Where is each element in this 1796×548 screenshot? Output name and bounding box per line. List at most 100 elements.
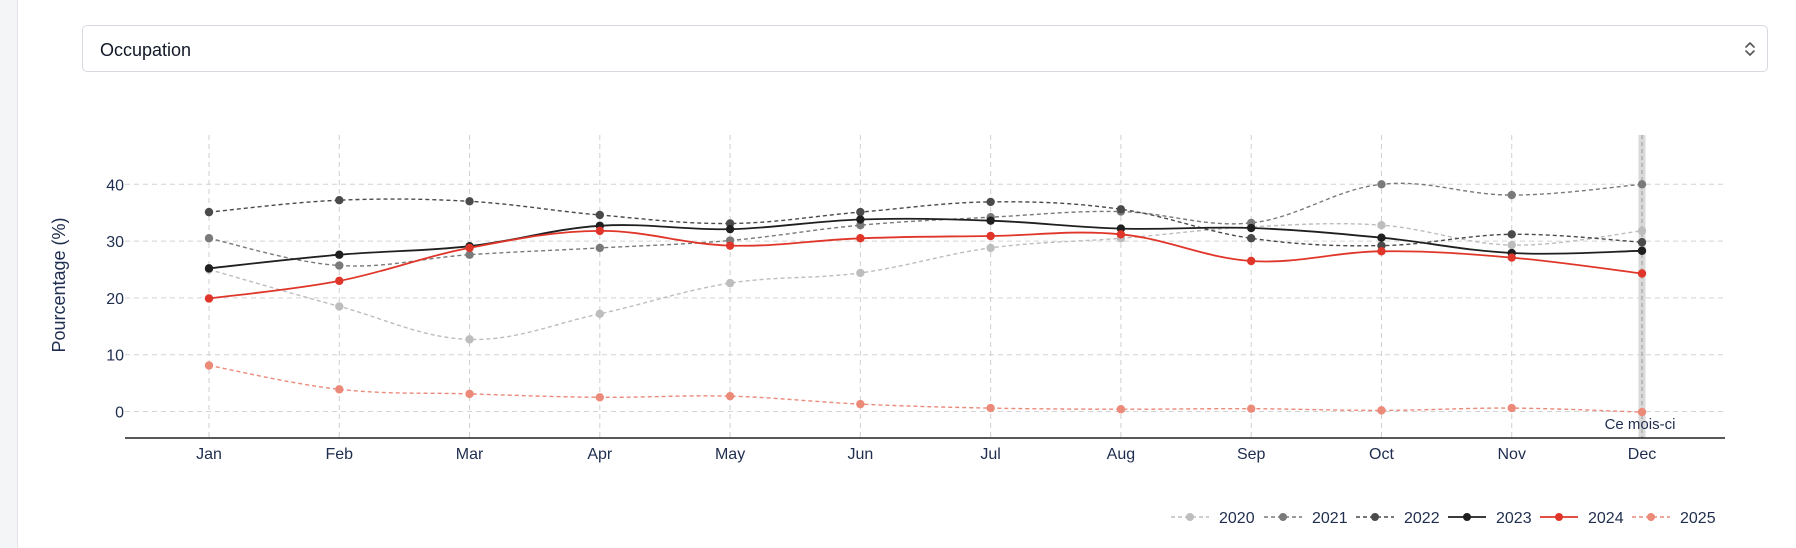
data-point[interactable] [1246, 234, 1256, 243]
data-point[interactable] [986, 231, 995, 241]
series-line-2024 [208, 229, 1643, 300]
data-point[interactable] [335, 261, 344, 270]
data-point[interactable] [1637, 246, 1647, 255]
data-point[interactable] [1116, 230, 1126, 239]
data-point[interactable] [1377, 180, 1386, 189]
data-point[interactable] [465, 335, 474, 344]
legend-label: 2022 [1404, 510, 1440, 527]
data-point[interactable] [1377, 247, 1386, 256]
data-point[interactable] [204, 361, 214, 370]
legend-label: 2025 [1680, 510, 1716, 527]
legend-item-2021[interactable]: 2021 [1264, 510, 1348, 527]
x-tick-label: Apr [587, 446, 613, 463]
data-point[interactable] [204, 234, 214, 243]
data-point[interactable] [335, 196, 344, 205]
data-point[interactable] [1637, 407, 1647, 417]
data-point[interactable] [595, 309, 605, 319]
data-point[interactable] [856, 268, 865, 278]
data-point[interactable] [595, 210, 605, 220]
data-point[interactable] [204, 207, 214, 217]
legend-swatch-dot [1186, 513, 1194, 521]
data-point[interactable] [725, 224, 735, 234]
x-tick-label: Feb [325, 446, 353, 463]
legend-item-2020[interactable]: 2020 [1171, 510, 1255, 527]
x-tick-label: Jul [980, 446, 1000, 463]
data-point[interactable] [1507, 190, 1516, 200]
data-point[interactable] [1246, 256, 1256, 266]
data-point[interactable] [1377, 233, 1386, 242]
metric-select-value: Occupation [100, 40, 192, 60]
data-point[interactable] [856, 215, 865, 224]
x-tick-label: Nov [1498, 446, 1526, 463]
data-point[interactable] [1116, 205, 1126, 214]
data-point[interactable] [595, 226, 605, 236]
data-point[interactable] [856, 207, 865, 217]
data-point[interactable] [1507, 240, 1516, 250]
data-point[interactable] [1637, 180, 1647, 189]
legend-swatch-dot [1371, 513, 1379, 521]
axes: 0 10 20 30 40 Jan Feb Mar Apr May Jun Jul Aug Sep Oct N… [106, 177, 1725, 463]
data-point[interactable] [1507, 253, 1516, 262]
data-point[interactable] [595, 393, 605, 402]
series-2022 [204, 196, 1647, 250]
data-point[interactable] [465, 197, 474, 206]
legend-swatch-dot [1279, 513, 1287, 521]
data-point[interactable] [465, 389, 474, 399]
data-point[interactable] [1246, 404, 1256, 413]
data-point[interactable] [465, 250, 474, 259]
data-point[interactable] [1637, 226, 1647, 236]
x-tick-label: Aug [1107, 446, 1135, 463]
data-point[interactable] [595, 243, 605, 253]
series-line-2023 [208, 217, 1643, 270]
chevron-updown-icon [1745, 42, 1755, 56]
data-point[interactable] [986, 216, 995, 225]
legend-item-2024[interactable]: 2024 [1540, 510, 1624, 527]
data-point[interactable] [335, 276, 344, 286]
series-2025 [204, 361, 1647, 417]
data-point[interactable] [856, 234, 865, 243]
legend-swatch-dot [1647, 513, 1655, 521]
data-point[interactable] [204, 264, 214, 273]
data-point[interactable] [1637, 238, 1647, 247]
data-point[interactable] [986, 403, 995, 413]
data-point[interactable] [335, 385, 344, 394]
x-tick-label: Jun [847, 446, 873, 463]
y-tick-label: 0 [115, 405, 124, 422]
data-point[interactable] [465, 243, 474, 253]
legend-label: 2021 [1312, 510, 1348, 527]
metric-select[interactable]: Occupation [82, 25, 1768, 72]
legend-item-2025[interactable]: 2025 [1632, 510, 1716, 527]
x-tick-label: Oct [1369, 446, 1394, 463]
series-line-2022 [208, 198, 1643, 247]
data-point[interactable] [1507, 230, 1516, 239]
x-tick-label: Mar [456, 446, 484, 463]
data-point[interactable] [1507, 403, 1516, 413]
data-point[interactable] [1246, 223, 1256, 233]
data-point[interactable] [725, 278, 735, 288]
data-point[interactable] [1637, 269, 1647, 278]
legend-item-2023[interactable]: 2023 [1448, 510, 1532, 527]
data-point[interactable] [1116, 405, 1126, 414]
legend-swatch-dot [1463, 513, 1471, 521]
series-2024 [204, 226, 1647, 303]
legend-label: 2024 [1588, 510, 1624, 527]
data-point[interactable] [986, 197, 995, 207]
data-point[interactable] [725, 241, 735, 250]
data-point[interactable] [986, 243, 995, 253]
legend-item-2022[interactable]: 2022 [1356, 510, 1440, 527]
series-2023 [204, 215, 1647, 273]
data-point[interactable] [335, 250, 344, 259]
current-month-label: Ce mois-ci [1605, 416, 1676, 433]
data-point[interactable] [204, 294, 214, 303]
data-point[interactable] [1377, 406, 1386, 415]
data-point[interactable] [856, 399, 865, 409]
data-point[interactable] [725, 391, 735, 401]
sidebar-edge [0, 0, 18, 548]
data-point[interactable] [1377, 220, 1386, 230]
legend: 2020 2021 2022 2023 2024 2025 [1171, 510, 1716, 527]
current-month-band [1638, 135, 1646, 438]
series-line-2020 [208, 222, 1643, 341]
y-tick-label: 20 [106, 291, 124, 308]
data-point[interactable] [335, 302, 344, 311]
y-tick-label: 30 [106, 234, 124, 251]
